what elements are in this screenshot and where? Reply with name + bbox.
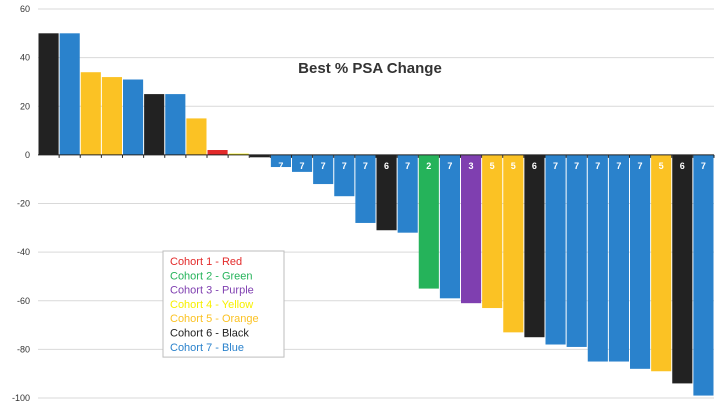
legend-entry: Cohort 4 - Yellow — [170, 299, 253, 311]
bar — [482, 154, 503, 309]
bar — [144, 94, 165, 155]
y-tick-label: 20 — [20, 101, 30, 111]
bar-label: 5 — [490, 161, 495, 171]
bar-label: 7 — [321, 161, 326, 171]
bar — [587, 154, 608, 362]
bar — [165, 94, 186, 155]
bar-label: 6 — [680, 161, 685, 171]
bar-label: 7 — [363, 161, 368, 171]
bar — [270, 154, 291, 168]
bar — [80, 72, 101, 155]
legend-entry: Cohort 2 - Green — [170, 270, 253, 282]
bar — [249, 154, 270, 158]
bar — [566, 154, 587, 347]
bar-label: 7 — [342, 161, 347, 171]
bar — [418, 154, 439, 289]
legend: Cohort 1 - Red Cohort 2 - Green Cohort 3 -… — [162, 250, 285, 358]
y-tick-label: 40 — [20, 53, 30, 63]
bar — [59, 33, 80, 155]
bar-label: 2 — [426, 161, 431, 171]
bar-label: 5 — [659, 161, 664, 171]
bar-label: 7 — [405, 161, 410, 171]
bar-label: 5 — [511, 161, 516, 171]
bar — [439, 154, 460, 299]
bar — [651, 154, 672, 372]
bar-labels: 7 7 7 7 7 6 7 2 7 3 5 5 6 7 7 7 7 7 5 6 7 — [278, 161, 706, 171]
legend-entry: Cohort 1 - Red — [170, 256, 242, 268]
y-tick-label: -80 — [17, 344, 30, 354]
legend-entry: Cohort 6 - Black — [170, 328, 249, 340]
bar-label: 7 — [300, 161, 305, 171]
bar — [461, 154, 482, 304]
legend-box — [162, 250, 285, 358]
bar — [207, 150, 228, 155]
bar — [672, 154, 693, 384]
bar-label: 3 — [469, 161, 474, 171]
bar — [123, 79, 144, 155]
bar-label: 7 — [638, 161, 643, 171]
legend-entry: Cohort 7 - Blue — [170, 342, 244, 354]
y-tick-label: 0 — [25, 150, 30, 160]
bar — [608, 154, 629, 362]
bar-label: 6 — [532, 161, 537, 171]
bar — [503, 154, 524, 333]
bar — [355, 154, 376, 223]
y-tick-label: -20 — [17, 199, 30, 209]
legend-entry: Cohort 3 - Purple — [170, 285, 254, 297]
bar-label: 7 — [447, 161, 452, 171]
y-tick-label: 60 — [20, 4, 30, 14]
bar — [630, 154, 651, 369]
legend-entry: Cohort 5 - Orange — [170, 313, 259, 325]
bar-label: 6 — [384, 161, 389, 171]
bar — [397, 154, 418, 233]
bar — [524, 154, 545, 338]
bar-label: 7 — [701, 161, 706, 171]
bar-label: 7 — [278, 161, 283, 171]
bar-label: 7 — [616, 161, 621, 171]
chart-title: Best % PSA Change — [298, 60, 442, 77]
bar — [693, 154, 714, 396]
bar — [545, 154, 566, 345]
y-tick-label: -40 — [17, 247, 30, 257]
bar — [228, 153, 249, 155]
bar — [101, 77, 122, 155]
bar-label: 7 — [553, 161, 558, 171]
bar — [38, 33, 59, 155]
y-tick-label: -100 — [12, 393, 30, 403]
bar — [292, 154, 313, 172]
bars — [38, 33, 714, 396]
x-axis-ticks — [58, 154, 715, 158]
bar — [376, 154, 397, 231]
y-tick-label: -60 — [17, 296, 30, 306]
bar — [334, 154, 355, 197]
bar — [186, 118, 207, 155]
bar-label: 7 — [574, 161, 579, 171]
bar — [313, 154, 334, 185]
y-axis-tick-labels: 60 40 20 0 -20 -40 -60 -80 -100 — [12, 4, 30, 403]
bar-label: 7 — [595, 161, 600, 171]
